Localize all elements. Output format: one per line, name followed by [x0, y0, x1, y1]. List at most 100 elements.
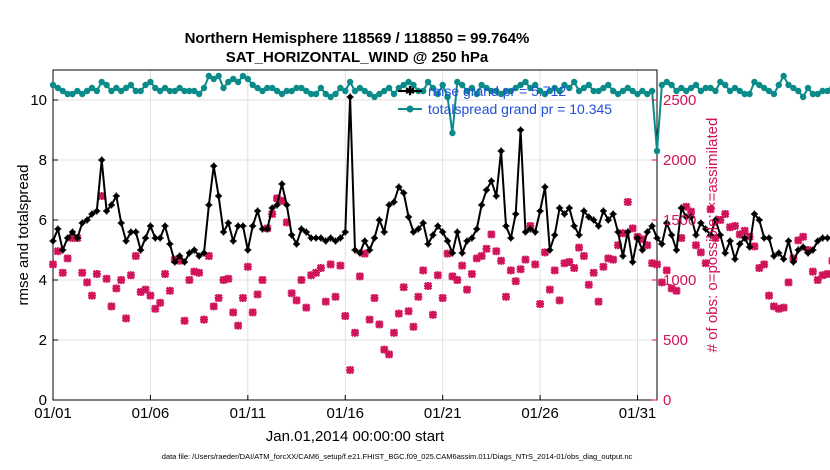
totalspread-point — [799, 93, 807, 101]
y-left-tick-label: 8 — [39, 152, 47, 169]
totalspread-point — [93, 87, 101, 95]
obs-assimilated-point — [511, 277, 520, 286]
totalspread-point — [439, 81, 446, 89]
obs-assimilated-point — [589, 268, 598, 277]
rmse-point — [575, 231, 583, 239]
obs-assimilated-point — [516, 265, 525, 274]
totalspread-point — [590, 87, 597, 95]
rmse-point — [322, 237, 330, 245]
obs-assimilated-point — [214, 293, 223, 303]
totalspread-point — [609, 87, 617, 95]
totalspread-point — [639, 87, 646, 95]
rmse-point — [210, 162, 218, 170]
obs-assimilated-point — [414, 292, 423, 301]
totalspread-point — [785, 81, 792, 89]
totalspread-point — [463, 87, 471, 95]
rmse-point — [224, 219, 232, 227]
totalspread-point — [824, 87, 830, 95]
totalspread-point — [663, 78, 670, 86]
rmse-point — [370, 234, 378, 242]
rmse-point — [458, 249, 466, 257]
totalspread-point — [717, 78, 724, 86]
rmse-point — [302, 228, 310, 236]
totalspread-point — [205, 72, 213, 80]
rmse-point — [546, 246, 554, 254]
totalspread-point — [726, 87, 734, 95]
totalspread-point — [775, 81, 782, 89]
chart-subtitle: SAT_HORIZONTAL_WIND @ 250 hPa — [226, 49, 489, 66]
rmse-point — [64, 234, 72, 242]
totalspread-point — [570, 78, 578, 86]
totalspread-point — [195, 90, 203, 98]
totalspread-point — [624, 84, 631, 92]
rmse-point — [789, 258, 797, 266]
rmse-point — [614, 228, 622, 236]
rmse-point — [658, 240, 666, 248]
totalspread-point — [191, 87, 198, 95]
obs-assimilated-point — [87, 291, 97, 300]
totalspread-point — [220, 84, 227, 92]
rmse-point — [770, 252, 778, 260]
rmse-point — [190, 246, 198, 254]
x-axis-label: Jan.01,2014 00:00:00 start — [266, 428, 445, 445]
rmse-point — [682, 213, 690, 221]
totalspread-point — [668, 81, 675, 89]
totalspread-point — [395, 84, 403, 92]
rmse-point — [380, 228, 388, 236]
totalspread-point — [54, 84, 62, 92]
y-right-tick-label: 500 — [663, 332, 688, 349]
obs-assimilated-point — [662, 266, 671, 275]
totalspread-point — [527, 84, 534, 92]
totalspread-point — [746, 90, 753, 98]
rmse-point — [765, 234, 773, 242]
rmse-point — [755, 216, 763, 224]
data-file-footnote: data file: /Users/raeder/DAI/ATM_forcXX/… — [162, 452, 633, 461]
rmse-point — [107, 201, 115, 209]
totalspread-point — [88, 84, 96, 92]
obs-assimilated-point — [823, 269, 830, 279]
obs-assimilated-point — [78, 268, 87, 277]
totalspread-point — [605, 81, 612, 89]
totalspread-point — [634, 90, 641, 98]
totalspread-point — [259, 87, 266, 95]
totalspread-point — [161, 84, 169, 92]
obs-assimilated-point — [341, 311, 350, 321]
rmse-point — [336, 234, 344, 242]
totalspread-point — [298, 84, 305, 92]
obs-assimilated-point — [146, 291, 155, 300]
y-axis-right-label: # of obs: o=possible; ×=assimilated — [704, 118, 721, 353]
totalspread-point — [108, 87, 115, 95]
totalspread-point — [356, 84, 364, 92]
totalspread-point — [181, 87, 188, 95]
totalspread-point — [215, 72, 222, 80]
totalspread-point — [351, 87, 359, 95]
totalspread-point — [342, 87, 349, 95]
rmse-point — [512, 210, 520, 218]
rmse-point — [293, 240, 301, 248]
totalspread-point — [137, 87, 144, 95]
rmse-point — [390, 198, 398, 206]
rmse-point — [521, 228, 529, 236]
rmse-point — [49, 237, 57, 245]
rmse-point — [73, 234, 81, 242]
obs-assimilated-point — [316, 263, 326, 273]
rmse-point — [434, 222, 442, 230]
obs-assimilated-point — [623, 197, 632, 207]
x-tick-label: 01/31 — [619, 405, 657, 422]
obs-assimilated-point — [628, 224, 637, 233]
totalspread-point — [79, 90, 86, 98]
totalspread-point — [736, 87, 744, 95]
rmse-point — [414, 225, 422, 233]
totalspread-point — [278, 90, 286, 98]
obs-assimilated-point — [292, 296, 301, 305]
totalspread-point — [249, 81, 256, 89]
line-layer — [49, 72, 830, 266]
obs-assimilated-point — [779, 303, 788, 312]
y-left-tick-label: 4 — [39, 272, 47, 289]
totalspread-point — [760, 84, 768, 92]
rmse-point — [93, 207, 101, 215]
totalspread-point — [619, 87, 627, 95]
rmse-point — [254, 207, 262, 215]
obs-assimilated-point — [165, 286, 175, 295]
